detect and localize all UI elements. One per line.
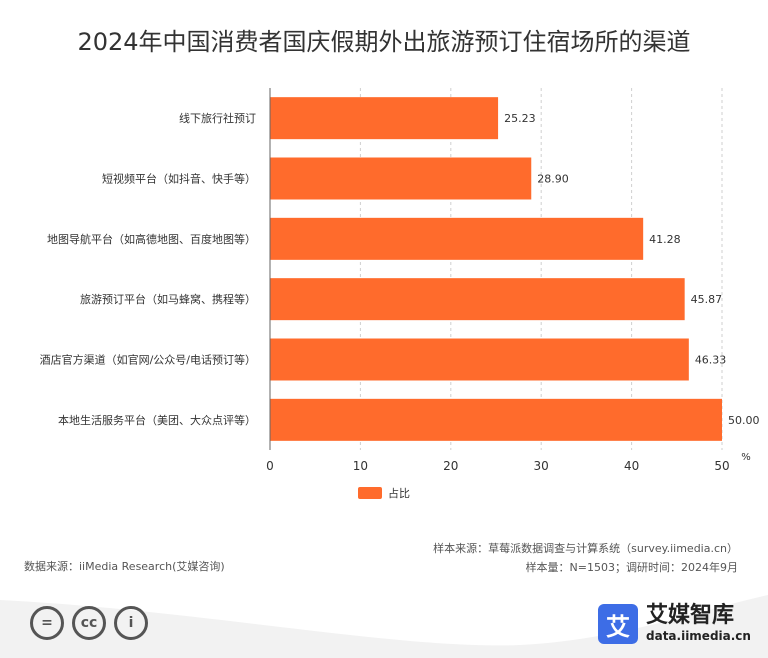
footer-band (0, 595, 768, 658)
x-axis-unit: % (741, 452, 751, 463)
bars (270, 97, 722, 441)
category-label: 短视频平台（如抖音、快手等） (102, 172, 256, 186)
person-icon: i (114, 606, 148, 640)
bar (270, 217, 644, 260)
x-tick-label: 40 (624, 459, 639, 473)
value-label: 46.33 (695, 354, 727, 367)
cc-icon: cc (72, 606, 106, 640)
brand-url: data.iimedia.cn (646, 629, 751, 643)
x-tick-label: 50 (714, 459, 729, 473)
bar (270, 157, 532, 200)
category-label: 本地生活服务平台（美团、大众点评等） (58, 413, 256, 427)
data-source: 数据来源：iiMedia Research(艾媒咨询) (24, 560, 225, 573)
value-label: 41.28 (649, 233, 681, 246)
bar (270, 278, 685, 321)
license-icons: = cc i (30, 606, 148, 640)
x-tick-label: 0 (266, 459, 274, 473)
value-label: 45.87 (691, 293, 723, 306)
brand-name: 艾媒智库 (646, 603, 735, 628)
brand[interactable]: 艾 艾媒智库 data.iimedia.cn (598, 604, 751, 644)
chart-title: 2024年中国消费者国庆假期外出旅游预订住宿场所的渠道 (77, 28, 691, 56)
x-tick-label: 20 (443, 459, 458, 473)
value-label: 25.23 (504, 112, 536, 125)
sample-source: 样本来源：草莓派数据调查与计算系统（survey.iimedia.cn） (433, 542, 738, 555)
legend[interactable]: 占比 (358, 486, 410, 500)
category-label: 地图导航平台（如高德地图、百度地图等） (47, 232, 256, 246)
category-label: 旅游预订平台（如马蜂窝、携程等） (80, 292, 256, 306)
bar (270, 398, 722, 441)
category-label: 线下旅行社预订 (179, 111, 256, 125)
sample-size: 样本量：N=1503；调研时间：2024年9月 (525, 561, 738, 574)
category-label: 酒店官方渠道（如官网/公众号/电话预订等） (40, 353, 256, 367)
brand-logo-icon: 艾 (598, 604, 638, 644)
x-tick-label: 30 (534, 459, 549, 473)
bar (270, 338, 689, 381)
equals-icon: = (30, 606, 64, 640)
legend-label: 占比 (388, 486, 410, 500)
grid-lines (359, 88, 723, 450)
legend-swatch (358, 487, 382, 499)
bar (270, 97, 499, 140)
value-label: 50.00 (728, 414, 760, 427)
x-axis-ticks: 0 10 20 30 40 50 (266, 459, 729, 473)
value-label: 28.90 (537, 173, 569, 186)
x-tick-label: 10 (353, 459, 368, 473)
value-labels: 25.23 28.90 41.28 45.87 46.33 50.00 (504, 112, 759, 427)
